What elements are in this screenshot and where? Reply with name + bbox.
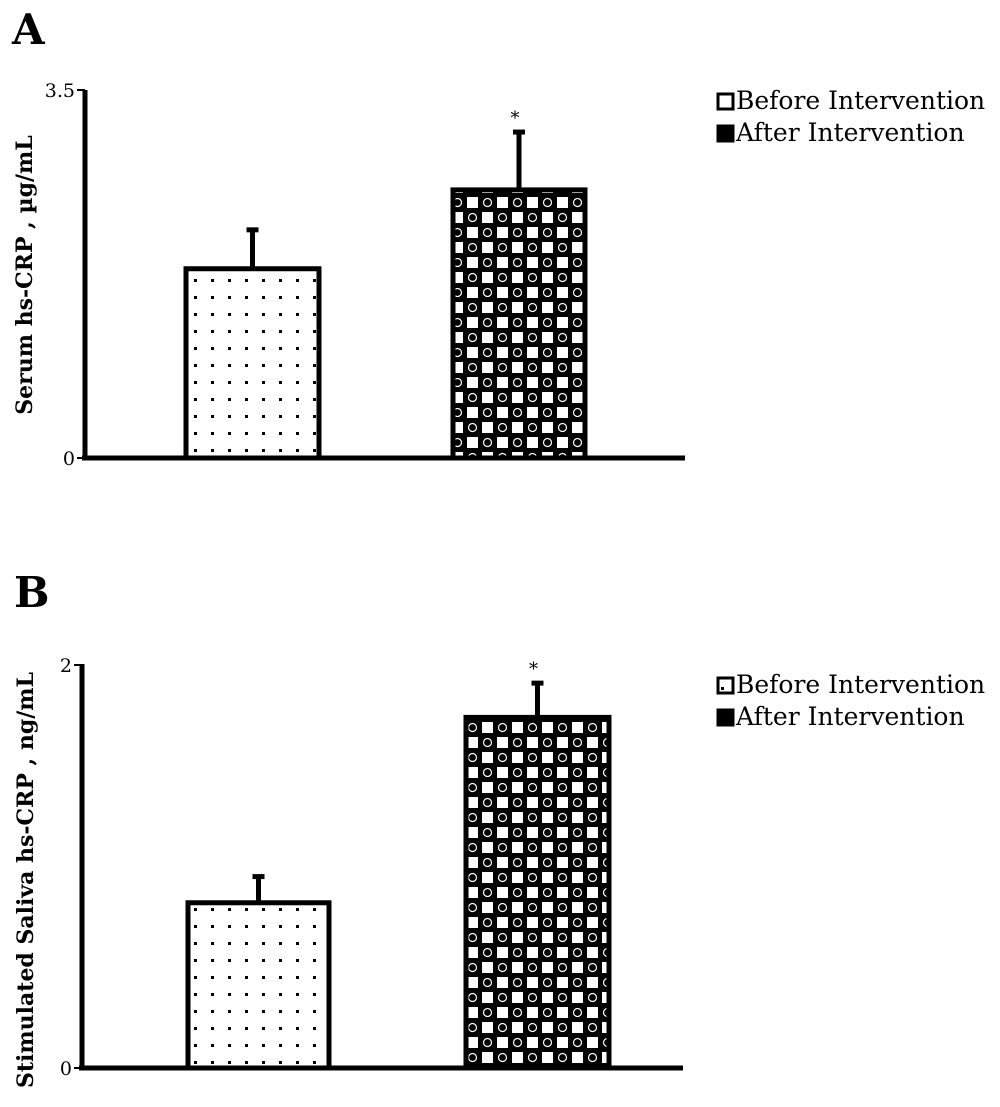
legend-swatch-before	[716, 92, 735, 111]
panel-a-legend: Before Intervention After Intervention	[716, 86, 985, 147]
panel-b-bars: *	[185, 659, 612, 1071]
panel-a: A Serum hs-CRP , µg/mL * 03.5 Before Int…	[11, 5, 985, 470]
legend-label-before: Before Intervention	[736, 86, 985, 115]
panel-b-bar-after	[463, 714, 612, 1071]
legend-label-after: After Intervention	[735, 118, 965, 147]
legend-label-before: Before Intervention	[736, 670, 985, 699]
legend-swatch-after	[716, 124, 735, 143]
legend-label-after: After Intervention	[735, 702, 965, 731]
panel-a-y-tick-label: 0	[63, 448, 75, 470]
panel-a-ylabel: Serum hs-CRP , µg/mL	[12, 135, 38, 415]
panel-a-ticks: 03.5	[45, 80, 85, 470]
panel-a-bars: *	[183, 108, 588, 461]
panel-b: B Stimulated Saliva hs-CRP , ng/mL * 02 …	[13, 568, 985, 1088]
legend-swatch-before	[716, 676, 735, 695]
panel-a-letter: A	[11, 5, 46, 54]
panel-b-significance-marker: *	[529, 659, 538, 680]
panel-b-letter: B	[14, 568, 50, 617]
panel-a-y-tick-label: 3.5	[45, 80, 75, 102]
panel-a-significance-marker: *	[511, 108, 520, 129]
panel-a-bar-after	[450, 187, 588, 461]
panel-b-ticks: 02	[60, 655, 82, 1080]
panel-b-legend: Before Intervention After Intervention	[716, 670, 985, 731]
panel-b-bar-before	[185, 900, 332, 1071]
panel-b-y-tick-label: 0	[60, 1058, 72, 1080]
panel-a-bar-before	[183, 266, 322, 461]
panel-b-y-tick-label: 2	[60, 655, 72, 677]
panel-b-ylabel: Stimulated Saliva hs-CRP , ng/mL	[13, 672, 39, 1088]
legend-swatch-after	[716, 708, 735, 727]
